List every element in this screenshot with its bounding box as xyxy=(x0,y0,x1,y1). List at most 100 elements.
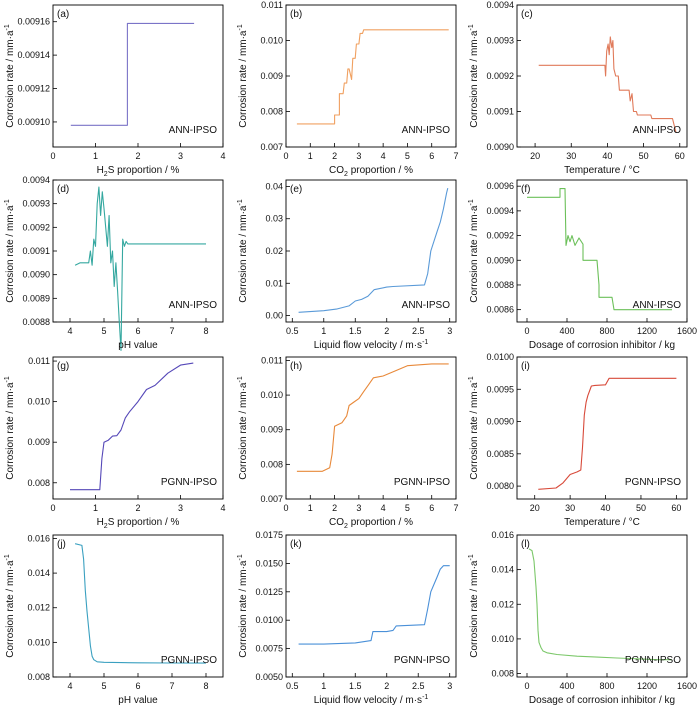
panel-label: (c) xyxy=(521,9,533,20)
x-axis-label-main: Dosage of corrosion inhibitor / kg xyxy=(529,695,675,706)
x-axis-label-sub: 2 xyxy=(104,171,108,178)
model-label: PGNN-IPSO xyxy=(625,477,681,488)
x-tick-label: 2 xyxy=(332,503,337,513)
x-tick-label: 0 xyxy=(50,503,55,513)
x-tick-label: 3 xyxy=(178,151,183,161)
y-axis-label-sup: -1 xyxy=(237,24,244,30)
series-line-pgnn-ipso xyxy=(70,362,194,491)
series-line-ann-ipso xyxy=(70,22,195,126)
model-label: ANN-IPSO xyxy=(633,125,682,136)
y-tick-label: 0.008 xyxy=(27,672,50,682)
y-tick-label: 0.011 xyxy=(261,0,283,10)
chart-panel-c: 20 30 40 50 60 0.0090 0.0091 0.0092 0.0093 0.0094… xyxy=(468,0,688,176)
x-tick-label: 20 xyxy=(530,503,540,513)
x-tick-label: 1.5 xyxy=(349,681,362,691)
x-tick-label: 1 xyxy=(321,681,326,691)
x-tick-label: 0 xyxy=(50,151,55,161)
x-axis-label-sub: 2 xyxy=(104,523,108,530)
y-axis-label-main: Corrosion rate / mm·a xyxy=(238,382,249,480)
model-label: ANN-IPSO xyxy=(169,125,218,136)
y-axis-label-sup: -1 xyxy=(237,554,244,560)
y-tick-label: 0.0096 xyxy=(486,181,514,191)
y-tick-label: 0.007 xyxy=(260,142,283,152)
x-axis-label: H2S proportion / % xyxy=(97,165,180,178)
x-tick-label: 60 xyxy=(671,503,681,513)
x-tick-label: 3 xyxy=(447,681,452,691)
x-axis-label: CO2 proportion / % xyxy=(329,517,413,530)
x-tick-label: 60 xyxy=(675,151,685,161)
x-tick-label: 2 xyxy=(135,503,140,513)
y-tick-label: 0.010 xyxy=(260,36,283,46)
y-tick-label: 0.0090 xyxy=(486,255,514,265)
x-axis-label-main: Dosage of corrosion inhibitor / kg xyxy=(529,340,675,351)
y-tick-label: 0.009 xyxy=(260,425,283,435)
y-tick-label: 0.008 xyxy=(491,669,514,679)
x-tick-label: 40 xyxy=(602,151,612,161)
y-axis-label-sup: -1 xyxy=(237,199,244,205)
y-tick-label: 0.0175 xyxy=(255,530,283,540)
y-tick-label: 0.00916 xyxy=(17,17,50,27)
x-axis-label: Temperature / °C xyxy=(564,165,640,176)
y-tick-label: 0.00910 xyxy=(17,117,50,127)
x-tick-label: 7 xyxy=(169,326,174,336)
y-tick-label: 0.0080 xyxy=(486,481,514,491)
x-tick-label: 2 xyxy=(332,151,337,161)
y-axis-label: Corrosion rate / mm·a-1 xyxy=(4,376,16,480)
y-axis-label: Corrosion rate / mm·a-1 xyxy=(468,376,480,480)
x-tick-label: 1 xyxy=(321,326,326,336)
panel-label: (l) xyxy=(521,539,530,550)
plot-frame xyxy=(516,534,688,678)
panel-label: (d) xyxy=(57,184,69,195)
x-tick-label: 7 xyxy=(169,681,174,691)
y-axis-label-sup: -1 xyxy=(468,199,475,205)
x-tick-label: 3 xyxy=(356,503,361,513)
y-axis-label: Corrosion rate / mm·a-1 xyxy=(237,199,249,303)
y-tick-label: 0.0092 xyxy=(486,71,514,81)
y-axis-label-main: Corrosion rate / mm·a xyxy=(5,205,16,303)
panel-label: (a) xyxy=(57,9,69,20)
x-tick-label: 0 xyxy=(524,681,529,691)
y-tick-label: 0.0095 xyxy=(486,384,514,394)
series-line-ann-ipso xyxy=(527,188,672,311)
x-tick-label: 6 xyxy=(429,503,434,513)
y-axis-label-main: Corrosion rate / mm·a xyxy=(5,30,16,128)
x-axis-label-sub: 2 xyxy=(344,171,348,178)
x-tick-label: 6 xyxy=(135,681,140,691)
y-tick-label: 0.0093 xyxy=(486,36,514,46)
x-tick-label: 50 xyxy=(636,503,646,513)
y-tick-label: 0.007 xyxy=(260,494,283,504)
chart-panel-k: 0.5 1 1.5 2 2.5 3 0.0050 0.0075 0.0100 0.0125 0.01… xyxy=(237,530,457,706)
x-axis-label: CO2 proportion / % xyxy=(329,165,413,178)
x-tick-label: 1 xyxy=(93,151,98,161)
x-tick-label: 30 xyxy=(566,151,576,161)
y-tick-label: 0.0085 xyxy=(486,449,514,459)
x-axis-label-sub: 2 xyxy=(344,523,348,530)
x-tick-label: 0 xyxy=(524,326,529,336)
x-tick-label: 1 xyxy=(308,151,313,161)
y-tick-label: 0.00 xyxy=(265,311,283,321)
y-tick-label: 0.03 xyxy=(265,214,283,224)
series-line-pgnn-ipso xyxy=(528,548,672,661)
y-tick-label: 0.0092 xyxy=(22,222,50,232)
panel-label: (j) xyxy=(57,539,66,550)
x-tick-label: 3 xyxy=(356,151,361,161)
y-tick-label: 0.0050 xyxy=(255,672,283,682)
model-label: ANN-IPSO xyxy=(169,300,218,311)
y-tick-label: 0.0091 xyxy=(22,246,50,256)
x-tick-label: 30 xyxy=(565,503,575,513)
x-axis-label-main: pH value xyxy=(118,695,158,706)
y-tick-label: 0.010 xyxy=(27,397,50,407)
x-tick-label: 2 xyxy=(384,681,389,691)
x-tick-label: 20 xyxy=(530,151,540,161)
y-tick-label: 0.0090 xyxy=(22,270,50,280)
x-axis-label-main: H xyxy=(97,165,104,176)
series-line-ann-ipso xyxy=(298,187,449,313)
x-axis-label: Temperature / °C xyxy=(564,517,640,528)
x-tick-label: 5 xyxy=(101,681,106,691)
y-axis-label: Corrosion rate / mm·a-1 xyxy=(468,199,480,303)
y-axis-label: Corrosion rate / mm·a-1 xyxy=(4,24,16,128)
x-tick-label: 3 xyxy=(447,326,452,336)
y-axis-label-main: Corrosion rate / mm·a xyxy=(5,382,16,480)
y-tick-label: 0.014 xyxy=(27,568,50,578)
